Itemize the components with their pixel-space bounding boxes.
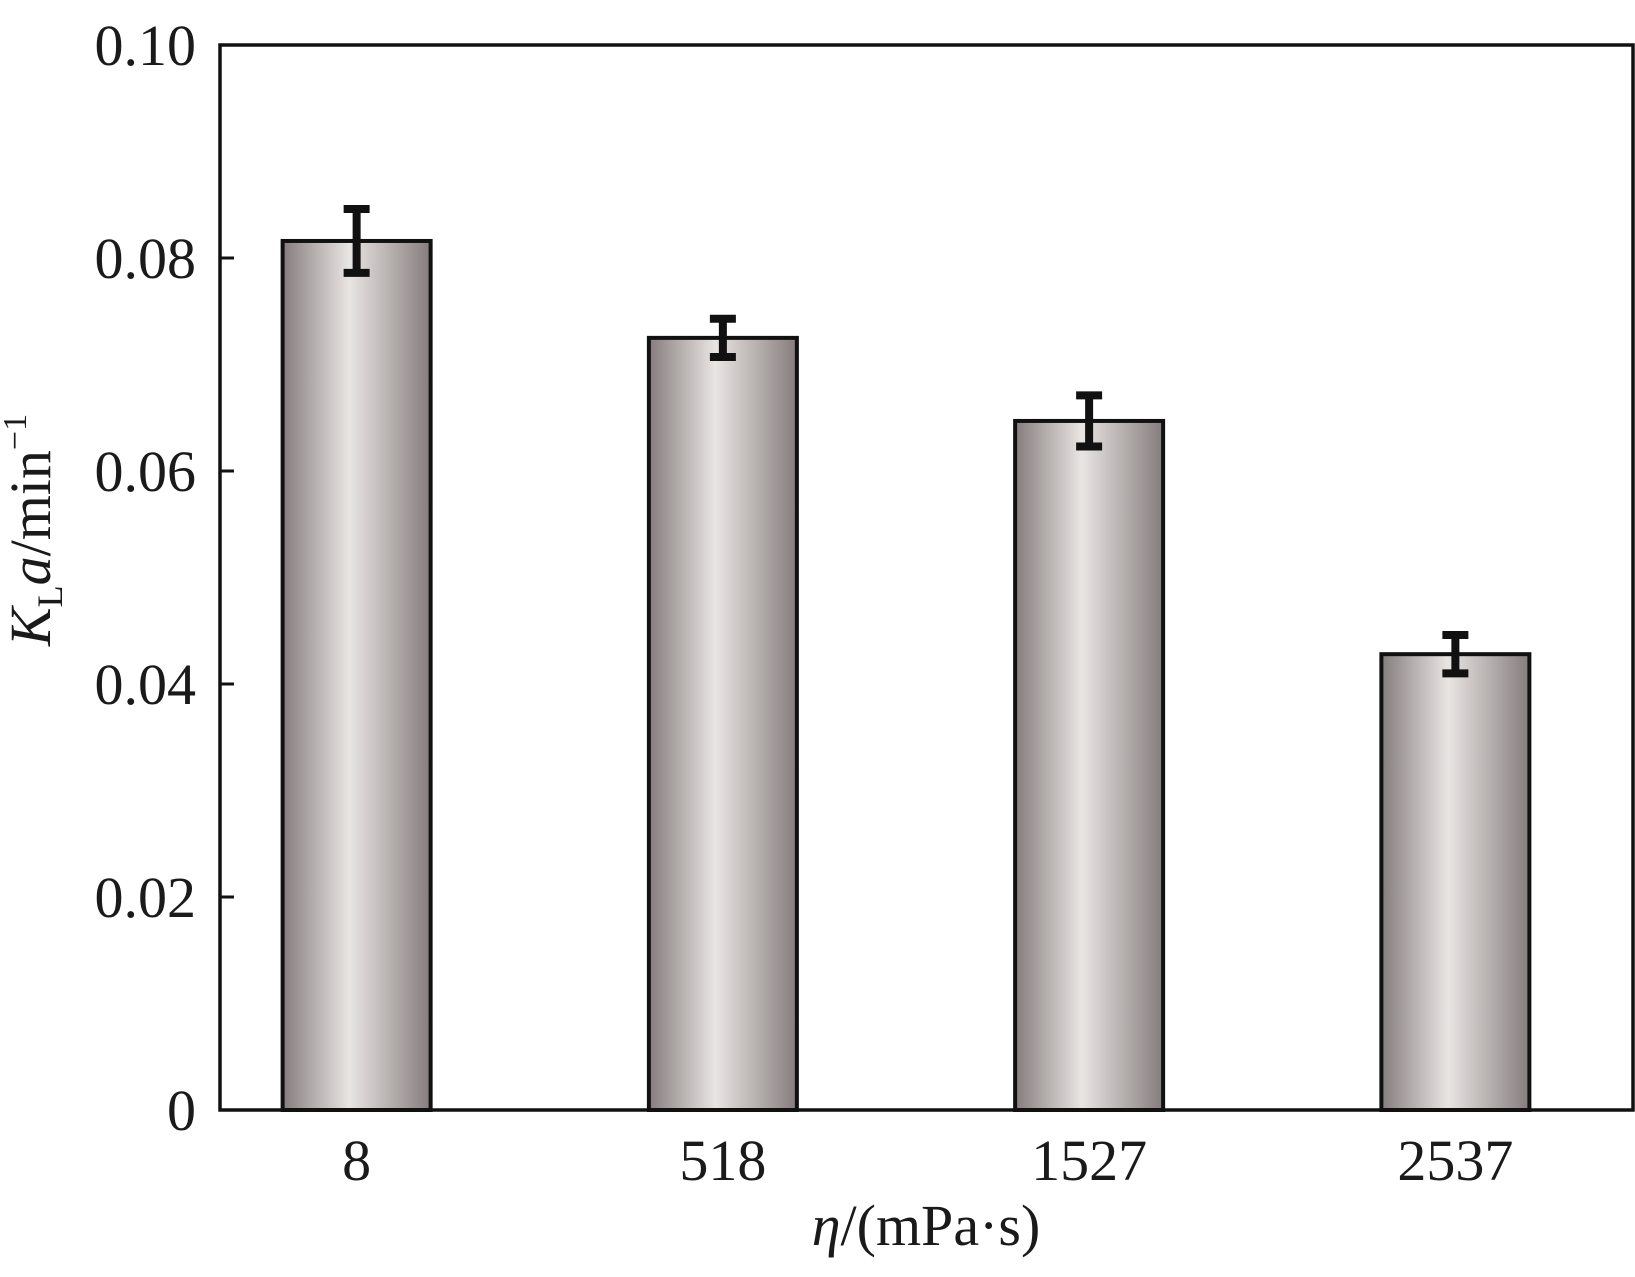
error-bar-518	[709, 314, 736, 362]
y-tick-label-0.08: 0.08	[95, 226, 197, 291]
x-tick-label-2537: 2537	[1397, 1128, 1513, 1193]
y-axis-italic: a	[0, 556, 63, 585]
x-tick-label-518: 518	[679, 1128, 766, 1193]
error-bar-2537	[1442, 631, 1469, 678]
y-tick-label-0.04: 0.04	[95, 652, 197, 717]
y-axis-unit: /min	[0, 450, 63, 556]
y-axis-subscript: L	[30, 585, 70, 607]
y-axis-main: K	[0, 604, 63, 647]
bars-layer	[280, 238, 1532, 1112]
x-axis-title: η/(mPa·s)	[812, 1193, 1041, 1258]
error-bar-8	[343, 205, 370, 277]
bar-518	[646, 335, 799, 1112]
error-bar-1527	[1076, 391, 1103, 451]
x-axis-symbol: η	[812, 1193, 841, 1258]
y-tick-label-0: 0	[167, 1078, 196, 1143]
x-axis-unit: /(mPa·s)	[841, 1193, 1041, 1258]
error-bars-layer	[343, 205, 1469, 678]
bar-1527	[1013, 418, 1166, 1112]
y-tick-label-0.02: 0.02	[95, 865, 197, 930]
y-tick-label-0.06: 0.06	[95, 439, 197, 504]
y-tick-label-0.10: 0.10	[95, 13, 197, 78]
bar-2537	[1379, 652, 1532, 1112]
plot-frame	[218, 43, 1635, 1112]
y-axis-title: KLa/min−1	[0, 414, 70, 647]
x-tick-label-1527: 1527	[1031, 1128, 1147, 1193]
x-tick-label-8: 8	[342, 1128, 371, 1193]
y-axis-superscript: −1	[0, 414, 34, 450]
x-axis: 8 518 1527 2537	[342, 1128, 1513, 1193]
y-axis: 0 0.02 0.04 0.06 0.08 0.10	[95, 13, 234, 1143]
bar-8	[280, 238, 433, 1112]
